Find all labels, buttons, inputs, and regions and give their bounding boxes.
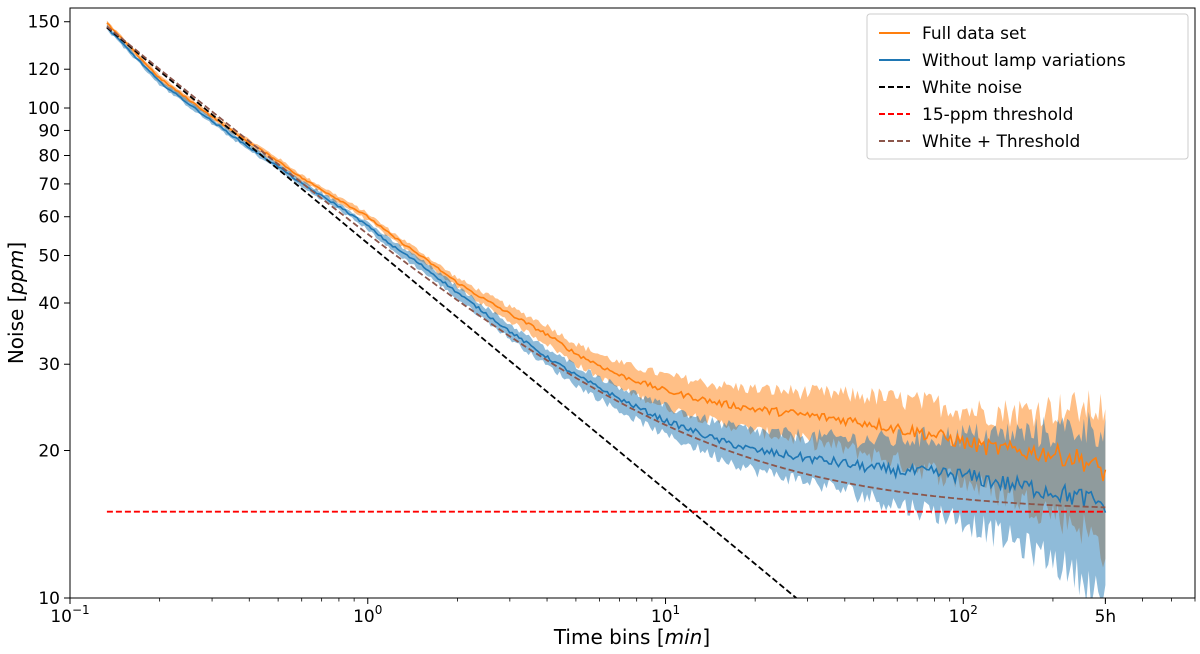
legend-box xyxy=(866,13,1189,160)
legend-label-combined: White + Threshold xyxy=(922,132,1080,152)
y-tick-label: 120 xyxy=(28,60,60,80)
y-tick-label: 30 xyxy=(38,355,60,375)
legend: Full data set Without lamp variations Whit… xyxy=(866,13,1189,160)
y-tick-label: 90 xyxy=(38,121,60,141)
y-tick-label: 80 xyxy=(38,147,60,167)
y-tick-label: 20 xyxy=(38,442,60,462)
y-tick-label: 150 xyxy=(28,13,60,33)
x-tick-label: 5h xyxy=(1095,607,1117,627)
legend-label-without: Without lamp variations xyxy=(922,51,1126,71)
y-tick-label: 50 xyxy=(38,247,60,267)
full-line xyxy=(106,22,1107,482)
x-tick-label: 100 xyxy=(353,603,382,627)
x-axis-title: Time bins [min] xyxy=(553,625,710,649)
confidence-bands xyxy=(106,20,1106,598)
full-band xyxy=(106,20,1106,568)
x-tick-label: 101 xyxy=(651,603,680,627)
x-tick-label: 10−1 xyxy=(50,603,89,627)
without-line xyxy=(106,27,1107,513)
x-tick-label: 102 xyxy=(949,603,978,627)
legend-label-white: White noise xyxy=(922,78,1022,98)
white-line xyxy=(106,26,797,598)
combined-line xyxy=(106,25,1106,509)
y-tick-label: 40 xyxy=(38,294,60,314)
legend-label-threshold: 15-ppm threshold xyxy=(922,105,1073,125)
series-lines xyxy=(106,22,1107,598)
y-tick-label: 10 xyxy=(38,589,60,609)
y-tick-label: 60 xyxy=(38,208,60,228)
y-axis-title: Noise [ppm] xyxy=(4,242,28,364)
y-tick-label: 70 xyxy=(38,175,60,195)
without-band xyxy=(106,24,1106,598)
y-tick-label: 100 xyxy=(28,99,60,119)
legend-label-full: Full data set xyxy=(922,24,1026,44)
